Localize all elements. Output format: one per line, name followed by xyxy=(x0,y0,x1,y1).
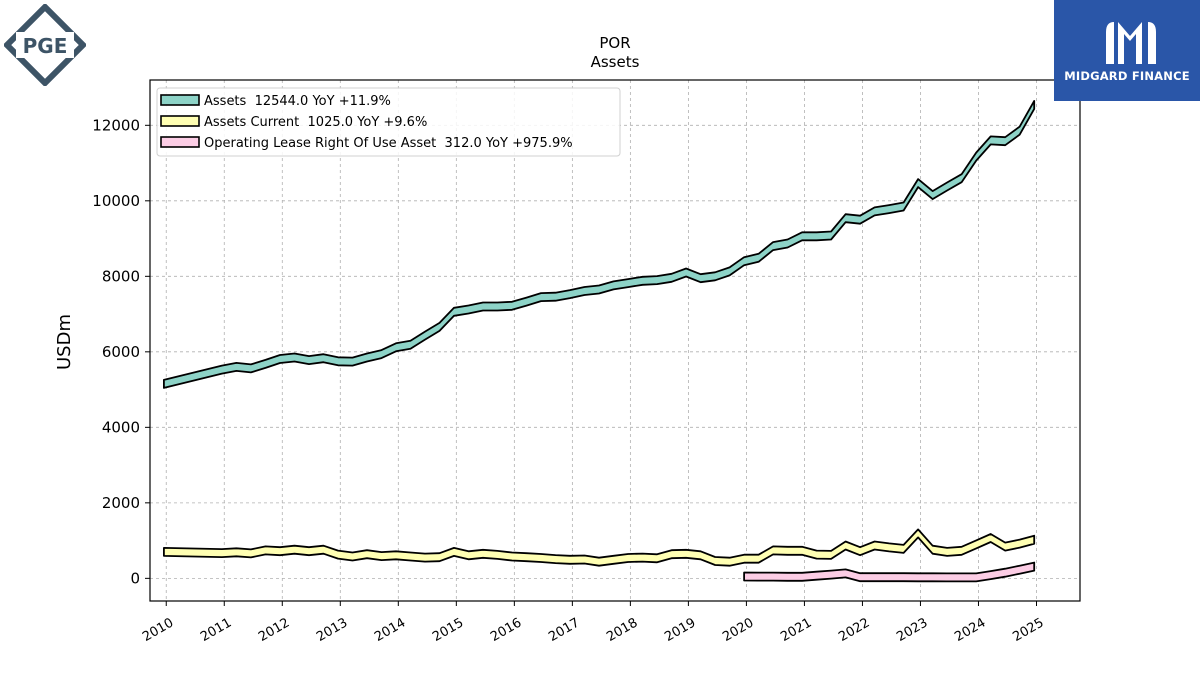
series-layer xyxy=(163,100,1036,583)
x-tick-label: 2024 xyxy=(952,615,988,645)
x-axis-ticks: 2010 2011 2012 2013 2014 2015 2016 2017 2018 2019… xyxy=(140,601,1046,645)
legend-swatch xyxy=(160,94,200,106)
y-axis-label: USDm xyxy=(54,314,75,370)
x-tick-label: 2012 xyxy=(256,615,292,645)
x-tick-label: 2025 xyxy=(1010,615,1046,645)
midgard-finance-logo: MIDGARD FINANCE xyxy=(1054,0,1200,101)
y-tick-label: 2000 xyxy=(102,494,140,512)
y-tick-label: 0 xyxy=(130,569,140,587)
x-tick-label: 2016 xyxy=(488,615,524,645)
midgard-logo-text: MIDGARD FINANCE xyxy=(1064,69,1190,83)
pge-logo-mark: PGE xyxy=(2,2,88,88)
series-0 xyxy=(163,100,1036,389)
legend-box xyxy=(156,87,621,157)
y-tick-label: 12000 xyxy=(92,116,140,134)
series-2 xyxy=(743,561,1036,583)
x-tick-label: 2023 xyxy=(894,615,930,645)
pge-logo: PGE xyxy=(2,2,88,88)
x-tick-label: 2018 xyxy=(604,615,640,645)
legend-label: Assets Current 1025.0 YoY +9.6% xyxy=(204,115,427,130)
series-line-1 xyxy=(163,528,1036,567)
series-line-2 xyxy=(743,561,1036,583)
y-axis-ticks: 0 2000 4000 6000 8000 10000 12000 xyxy=(92,116,150,587)
y-tick-label: 8000 xyxy=(102,267,140,285)
legend-swatch xyxy=(160,115,200,127)
x-tick-label: 2021 xyxy=(778,615,814,645)
x-tick-label: 2010 xyxy=(140,615,176,645)
x-tick-label: 2017 xyxy=(546,615,582,645)
x-tick-label: 2013 xyxy=(314,615,350,645)
legend-swatch xyxy=(160,136,200,148)
legend: Assets 12544.0 YoY +11.9% Assets Current … xyxy=(156,87,621,157)
legend-label: Operating Lease Right Of Use Asset 312.0… xyxy=(204,136,573,151)
y-tick-label: 10000 xyxy=(92,192,140,210)
chart-title: POR xyxy=(599,34,630,52)
x-tick-label: 2015 xyxy=(430,615,466,645)
chart-subtitle: Assets xyxy=(591,53,640,71)
grid xyxy=(150,80,1080,601)
midgard-mark-icon xyxy=(1106,22,1156,64)
series-line-0 xyxy=(163,100,1036,389)
series-1 xyxy=(163,528,1036,567)
x-tick-label: 2019 xyxy=(662,615,698,645)
plot-frame xyxy=(149,79,1081,602)
y-tick-label: 4000 xyxy=(102,418,140,436)
x-tick-label: 2022 xyxy=(836,615,872,645)
pge-logo-text: PGE xyxy=(23,34,68,58)
legend-label: Assets 12544.0 YoY +11.9% xyxy=(204,94,391,109)
y-tick-label: 6000 xyxy=(102,343,140,361)
x-tick-label: 2020 xyxy=(720,615,756,645)
x-tick-label: 2014 xyxy=(372,615,408,645)
x-tick-label: 2011 xyxy=(198,615,234,645)
